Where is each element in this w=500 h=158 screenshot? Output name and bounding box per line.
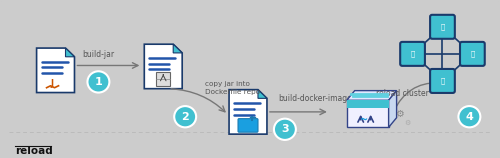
Text: 🐳: 🐳	[470, 51, 474, 57]
Text: 3: 3	[281, 124, 288, 134]
Circle shape	[88, 71, 110, 93]
Text: 🐳: 🐳	[410, 51, 414, 57]
Polygon shape	[258, 90, 267, 98]
FancyBboxPatch shape	[400, 42, 425, 66]
Text: build-docker-image: build-docker-image	[278, 94, 351, 103]
FancyBboxPatch shape	[346, 100, 389, 108]
FancyBboxPatch shape	[460, 42, 484, 66]
Polygon shape	[173, 44, 182, 53]
Circle shape	[458, 106, 480, 127]
Polygon shape	[66, 48, 74, 57]
Text: 🐳: 🐳	[440, 24, 444, 30]
Text: ⚙: ⚙	[404, 119, 410, 125]
Text: 4: 4	[466, 112, 473, 122]
FancyBboxPatch shape	[430, 69, 455, 93]
Text: 🐳: 🐳	[440, 78, 444, 84]
Circle shape	[274, 119, 296, 140]
Circle shape	[174, 106, 196, 127]
Text: copy jar into
Dockerfile repo: copy jar into Dockerfile repo	[205, 81, 260, 95]
FancyBboxPatch shape	[156, 72, 170, 86]
Text: ⚙: ⚙	[395, 109, 404, 119]
Text: reload cluster: reload cluster	[376, 89, 429, 98]
Text: build-jar: build-jar	[82, 50, 114, 59]
Polygon shape	[36, 48, 74, 93]
Text: J: J	[50, 79, 53, 88]
Text: reload: reload	[14, 146, 52, 156]
Polygon shape	[388, 91, 396, 127]
Text: 2: 2	[182, 112, 189, 122]
Polygon shape	[229, 90, 267, 134]
Polygon shape	[144, 44, 182, 89]
FancyBboxPatch shape	[238, 119, 258, 132]
FancyBboxPatch shape	[430, 15, 455, 39]
Text: 1: 1	[94, 77, 102, 87]
Polygon shape	[346, 91, 397, 100]
Text: ~: ~	[360, 115, 368, 125]
FancyBboxPatch shape	[346, 100, 389, 127]
